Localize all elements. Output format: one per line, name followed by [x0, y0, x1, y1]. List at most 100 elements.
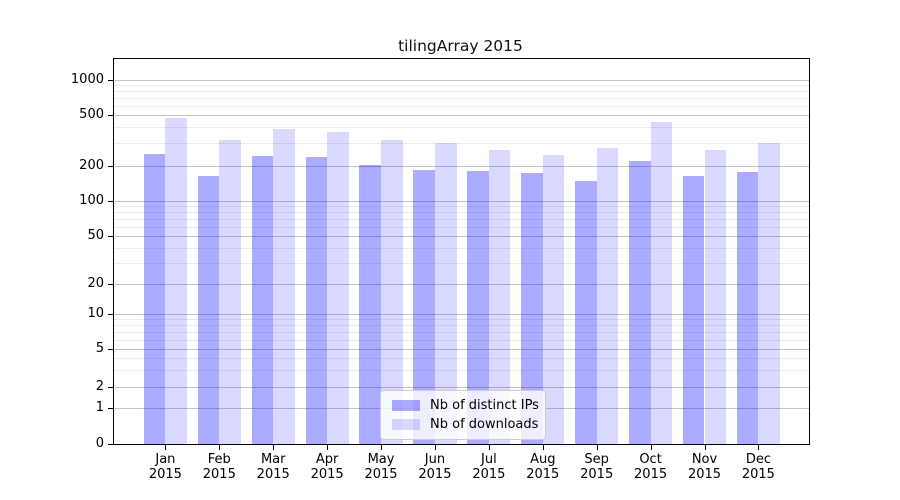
- bar-downloads: [704, 150, 727, 444]
- bar-distinct-ips: [736, 171, 759, 444]
- bar-distinct-ips: [575, 181, 597, 444]
- gridline-major: [114, 349, 809, 350]
- bar-downloads: [758, 142, 780, 444]
- gridline-minor: [114, 206, 809, 208]
- x-axis-tick: [273, 444, 275, 450]
- x-axis-tick: [434, 444, 436, 450]
- gridline-major: [114, 115, 809, 116]
- x-tick-label: May 2015: [364, 452, 398, 482]
- y-axis-tick: [108, 166, 114, 167]
- bar-distinct-ips: [628, 160, 651, 444]
- legend-label-downloads: Nb of downloads: [430, 417, 539, 432]
- x-axis-tick: [542, 444, 544, 450]
- gridline-minor: [114, 91, 809, 93]
- bar-downloads: [434, 143, 457, 444]
- y-axis-tick: [108, 201, 114, 202]
- bar-distinct-ips: [467, 171, 489, 444]
- gridline-major: [114, 387, 809, 388]
- y-axis-tick: [108, 236, 114, 237]
- gridline-minor: [114, 85, 809, 87]
- x-axis-tick: [327, 444, 329, 450]
- gridline-minor: [114, 247, 809, 249]
- gridline-minor: [114, 319, 809, 321]
- chart-title: tilingArray 2015: [398, 37, 523, 55]
- gridline-minor: [114, 105, 809, 107]
- gridline-minor: [114, 127, 809, 129]
- x-tick-label: Jan 2015: [148, 452, 182, 482]
- gridline-minor: [114, 339, 809, 341]
- y-axis-tick: [108, 80, 114, 81]
- x-axis-tick: [488, 444, 490, 450]
- legend-swatch-ips-icon: [392, 400, 420, 411]
- bar-distinct-ips: [197, 175, 220, 444]
- y-tick-label: 1000: [70, 72, 104, 87]
- y-axis-tick: [108, 349, 114, 350]
- bar-distinct-ips: [251, 155, 274, 444]
- bar-distinct-ips: [521, 172, 543, 444]
- legend-swatch-downloads-icon: [392, 419, 420, 430]
- y-tick-label: 1: [95, 400, 104, 415]
- x-tick-label: Apr 2015: [310, 452, 344, 482]
- x-tick-label: Sep 2015: [580, 452, 614, 482]
- x-tick-label: Nov 2015: [687, 452, 722, 482]
- y-tick-label: 100: [79, 193, 104, 208]
- gridline-minor: [114, 325, 809, 327]
- bar-downloads: [273, 128, 295, 444]
- bar-downloads: [488, 150, 511, 444]
- y-tick-label: 10: [87, 306, 104, 321]
- x-axis-tick: [650, 444, 652, 450]
- gridline-major: [114, 314, 809, 315]
- bar-downloads: [381, 139, 403, 444]
- x-tick-label: Mar 2015: [256, 452, 290, 482]
- gridline-major: [114, 201, 809, 202]
- gridline-major: [114, 80, 809, 81]
- gridline-minor: [114, 358, 809, 360]
- bar-downloads: [165, 118, 187, 444]
- x-tick-label: Jul 2015: [472, 452, 506, 482]
- legend: Nb of distinct IPs Nb of downloads: [380, 390, 546, 440]
- plot-area: 0 1 2 5 10 20 50 100 200 500 1000 Jan 2015 Feb 2015 Mar…: [71, 58, 810, 482]
- y-tick-label: 50: [87, 228, 104, 243]
- bar-distinct-ips: [413, 169, 435, 444]
- gridline-major: [114, 284, 809, 285]
- gridline-minor: [114, 219, 809, 220]
- y-axis-tick: [108, 387, 114, 388]
- gridline-minor: [114, 143, 809, 145]
- gridline-minor: [114, 370, 809, 372]
- x-tick-label: Oct 2015: [634, 452, 668, 482]
- x-axis-tick: [165, 444, 167, 450]
- gridline-minor: [114, 332, 809, 333]
- y-axis-tick: [108, 115, 114, 116]
- bar-distinct-ips: [305, 157, 328, 444]
- gridline-minor: [114, 226, 809, 228]
- x-tick-label: Aug 2015: [526, 452, 560, 482]
- bar-downloads: [542, 154, 565, 444]
- y-tick-label: 5: [95, 341, 104, 356]
- legend-item-distinct-ips: Nb of distinct IPs: [392, 398, 539, 413]
- x-tick-label: Feb 2015: [202, 452, 236, 482]
- y-axis-tick: [108, 314, 114, 315]
- bar-distinct-ips: [143, 153, 166, 444]
- y-axis-tick: [108, 284, 114, 285]
- gridline-major: [114, 166, 809, 167]
- bar-distinct-ips: [359, 164, 382, 444]
- legend-label-ips: Nb of distinct IPs: [430, 398, 539, 413]
- gridline-minor: [114, 212, 809, 214]
- bar-downloads: [219, 139, 241, 444]
- y-tick-label: 0: [95, 436, 104, 451]
- y-axis-tick: [108, 444, 114, 445]
- y-tick-label: 500: [79, 107, 104, 122]
- x-tick-label: Jun 2015: [418, 452, 452, 482]
- y-tick-label: 2: [95, 379, 104, 394]
- x-axis-tick: [219, 444, 221, 450]
- y-tick-label: 200: [79, 158, 104, 173]
- y-tick-label: 20: [87, 276, 104, 291]
- bar-downloads: [650, 121, 673, 444]
- gridline-minor: [114, 98, 809, 99]
- bar-distinct-ips: [682, 176, 705, 444]
- x-axis-tick: [381, 444, 383, 450]
- gridline-major: [114, 236, 809, 237]
- bar-downloads: [596, 148, 619, 444]
- y-axis-tick: [108, 408, 114, 409]
